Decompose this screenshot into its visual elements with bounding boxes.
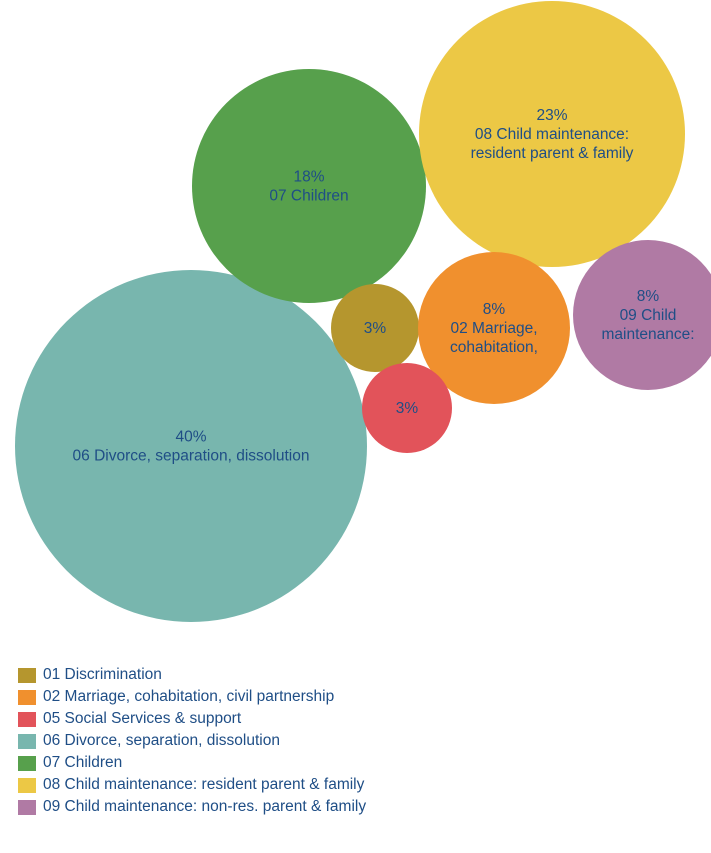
legend-item-02[interactable]: 02 Marriage, cohabitation, civil partner… — [18, 686, 366, 708]
legend-label-01: 01 Discrimination — [43, 666, 162, 683]
legend-label-09: 09 Child maintenance: non-res. parent & … — [43, 798, 367, 815]
bubble-05[interactable] — [362, 363, 452, 453]
bubble-06[interactable] — [15, 270, 367, 622]
legend-label-05: 05 Social Services & support — [43, 710, 242, 727]
bubble-label-01-0: 3% — [364, 320, 387, 337]
bubble-08[interactable] — [419, 1, 685, 267]
bubble-chart: 40% 06 Divorce, separation, dissolution 18… — [15, 1, 711, 622]
bubble-02[interactable] — [418, 252, 570, 404]
bubble-chart-svg: 40% 06 Divorce, separation, dissolution 18… — [15, 1, 711, 622]
bubble-label-06-0: 40% — [175, 429, 206, 446]
legend-label-07: 07 Children — [43, 754, 123, 771]
legend-swatch-09 — [18, 799, 36, 815]
bubble-label-05-0: 3% — [396, 400, 419, 417]
bubble-label-07-1: 07 Children — [269, 188, 348, 205]
bubble-label-02-2: cohabitation, — [450, 339, 538, 356]
bubble-label-08-0: 23% — [536, 107, 567, 124]
legend-item-05[interactable]: 05 Social Services & support — [18, 708, 366, 730]
legend-swatch-05 — [18, 711, 36, 727]
legend-item-06[interactable]: 06 Divorce, separation, dissolution — [18, 730, 366, 752]
legend-swatch-06 — [18, 733, 36, 749]
bubble-09[interactable] — [573, 240, 711, 390]
bubble-label-02-1: 02 Marriage, — [450, 320, 537, 337]
bubble-label-02-0: 8% — [483, 301, 506, 318]
legend-label-08: 08 Child maintenance: resident parent & … — [43, 776, 365, 793]
bubble-label-09-1: 09 Child — [620, 307, 677, 324]
bubble-01[interactable] — [331, 284, 419, 372]
bubble-label-08-2: resident parent & family — [471, 145, 634, 162]
bubble-label-06-1: 06 Divorce, separation, dissolution — [73, 448, 310, 465]
legend-label-06: 06 Divorce, separation, dissolution — [43, 732, 280, 749]
legend-swatch-07 — [18, 755, 36, 771]
bubble-label-09-2: maintenance: — [601, 326, 694, 343]
legend-item-01[interactable]: 01 Discrimination — [18, 664, 366, 686]
legend-item-07[interactable]: 07 Children — [18, 752, 366, 774]
bubble-07[interactable] — [192, 69, 426, 303]
bubble-label-07-0: 18% — [293, 169, 324, 186]
legend-swatch-02 — [18, 689, 36, 705]
bubble-label-09-0: 8% — [637, 288, 660, 305]
bubble-label-08-1: 08 Child maintenance: — [475, 126, 629, 143]
legend-item-09[interactable]: 09 Child maintenance: non-res. parent & … — [18, 796, 366, 818]
legend-item-08[interactable]: 08 Child maintenance: resident parent & … — [18, 774, 366, 796]
legend-label-02: 02 Marriage, cohabitation, civil partner… — [43, 688, 335, 705]
chart-legend: 01 Discrimination 02 Marriage, cohabitati… — [18, 664, 366, 818]
legend-swatch-08 — [18, 777, 36, 793]
legend-swatch-01 — [18, 667, 36, 683]
